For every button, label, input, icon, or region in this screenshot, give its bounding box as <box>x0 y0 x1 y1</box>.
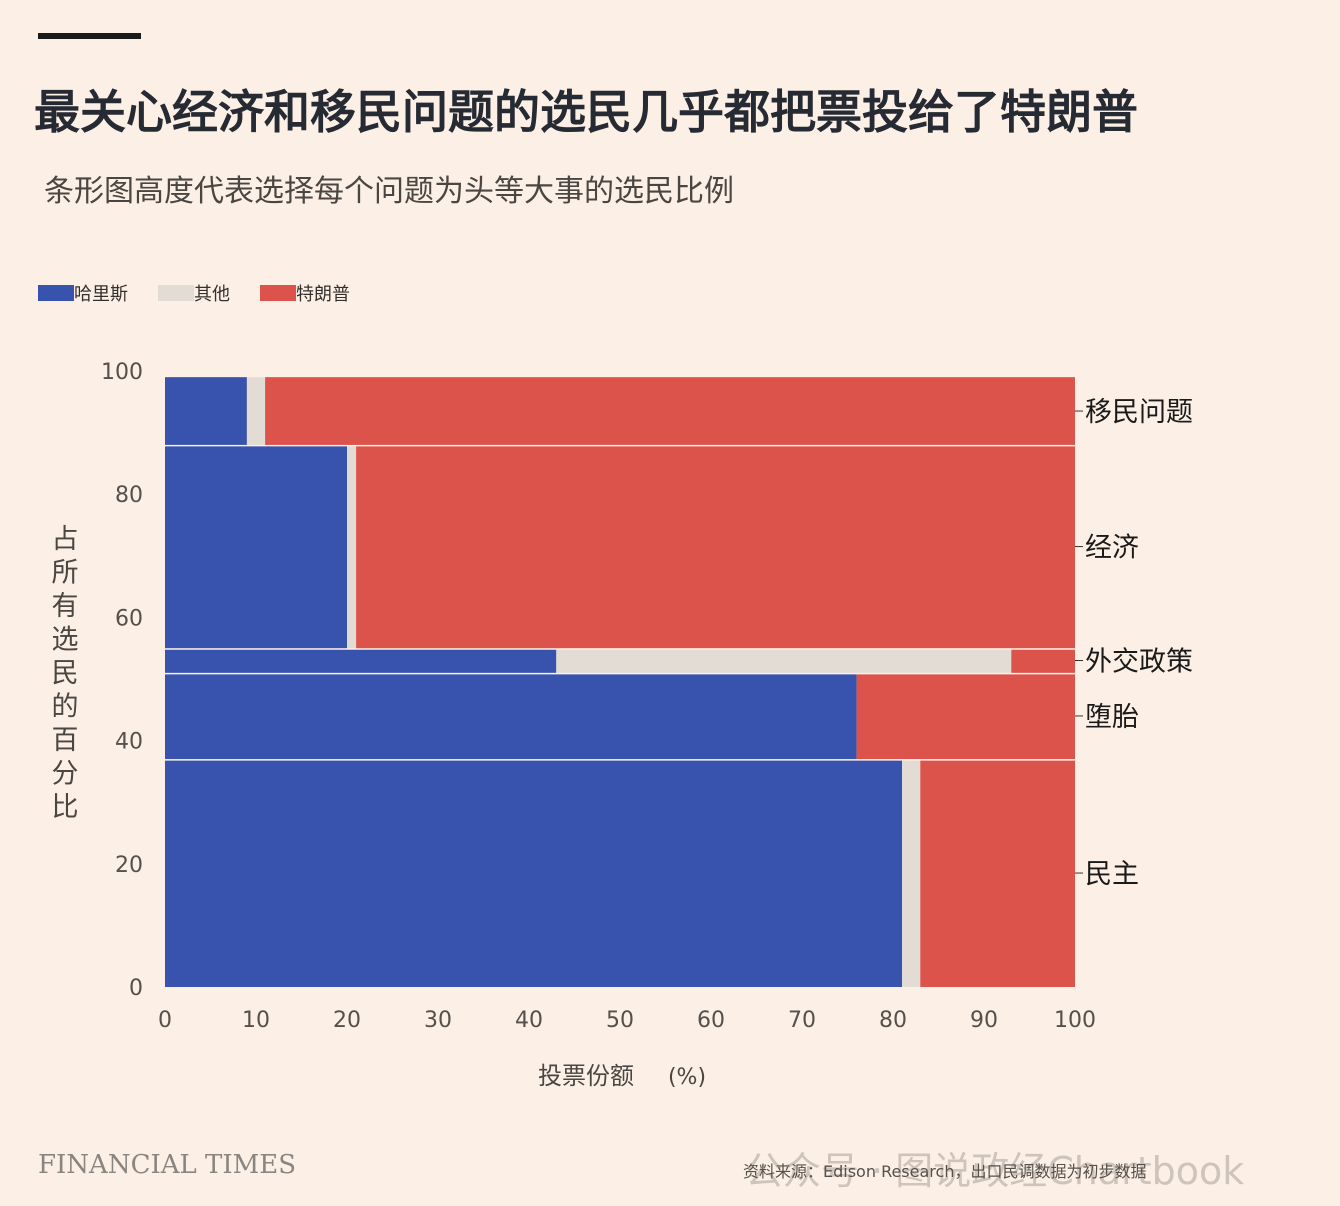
bar-民主-其他 <box>902 759 921 987</box>
ft-logo: FINANCIAL TIMES <box>38 1150 297 1180</box>
category-label: 堕胎 <box>1085 702 1139 733</box>
x-tick-label: 0 <box>158 1008 172 1033</box>
x-axis-label: 投票份额 <box>538 1062 634 1090</box>
legend: 哈里斯 其他 特朗普 <box>38 280 380 306</box>
watermark: 公众号 · 图说政经Chartbook <box>745 1149 1245 1193</box>
category-label: 移民问题 <box>1085 397 1193 428</box>
legend-item-other: 其他 <box>158 280 230 306</box>
x-tick-label: 90 <box>970 1008 998 1033</box>
bar-外交政策-哈里斯 <box>165 648 557 673</box>
x-tick-label: 20 <box>333 1008 361 1033</box>
y-tick-label: 20 <box>115 853 143 878</box>
category-label: 民主 <box>1085 859 1139 890</box>
top-accent-bar <box>38 33 141 39</box>
y-tick-label: 80 <box>115 483 143 508</box>
chart-subtitle: 条形图高度代表选择每个问题为头等大事的选民比例 <box>44 174 734 209</box>
bar-堕胎-特朗普 <box>856 672 1075 760</box>
legend-label-trump: 特朗普 <box>296 284 350 305</box>
bar-外交政策-其他 <box>556 648 1012 673</box>
source-note: 资料来源：Edison Research，出口民调数据为初步数据 <box>743 1162 1147 1181</box>
bar-经济-哈里斯 <box>165 444 347 649</box>
y-tick-label: 100 <box>101 360 143 385</box>
legend-swatch-other <box>158 285 194 301</box>
legend-item-harris: 哈里斯 <box>38 280 128 306</box>
bar-民主-特朗普 <box>920 759 1075 987</box>
bar-移民问题-其他 <box>246 377 266 445</box>
y-tick-label: 60 <box>115 606 143 631</box>
x-tick-label: 80 <box>879 1008 907 1033</box>
bar-民主-哈里斯 <box>165 759 903 987</box>
legend-item-trump: 特朗普 <box>260 280 350 306</box>
bar-外交政策-特朗普 <box>1011 648 1075 673</box>
x-tick-label: 40 <box>515 1008 543 1033</box>
y-tick-label: 0 <box>129 976 143 1001</box>
legend-label-other: 其他 <box>194 284 230 305</box>
x-axis-unit: (%) <box>668 1065 706 1090</box>
x-tick-label: 100 <box>1054 1008 1096 1033</box>
bar-堕胎-哈里斯 <box>165 672 857 760</box>
bar-经济-其他 <box>347 444 357 649</box>
legend-swatch-trump <box>260 285 296 301</box>
category-label: 外交政策 <box>1085 647 1193 678</box>
x-tick-label: 60 <box>697 1008 725 1033</box>
bar-移民问题-哈里斯 <box>165 377 247 445</box>
legend-label-harris: 哈里斯 <box>74 284 128 305</box>
y-axis-label: 占所有选民的百分比 <box>52 524 79 823</box>
x-tick-label: 70 <box>788 1008 816 1033</box>
legend-swatch-harris <box>38 285 74 301</box>
bar-经济-特朗普 <box>356 444 1076 649</box>
y-tick-label: 40 <box>115 730 143 755</box>
x-tick-label: 30 <box>424 1008 452 1033</box>
chart-title: 最关心经济和移民问题的选民几乎都把票投给了特朗普 <box>34 85 1138 139</box>
x-tick-label: 50 <box>606 1008 634 1033</box>
bar-移民问题-特朗普 <box>265 377 1076 445</box>
category-label: 经济 <box>1085 533 1139 564</box>
x-tick-label: 10 <box>242 1008 270 1033</box>
